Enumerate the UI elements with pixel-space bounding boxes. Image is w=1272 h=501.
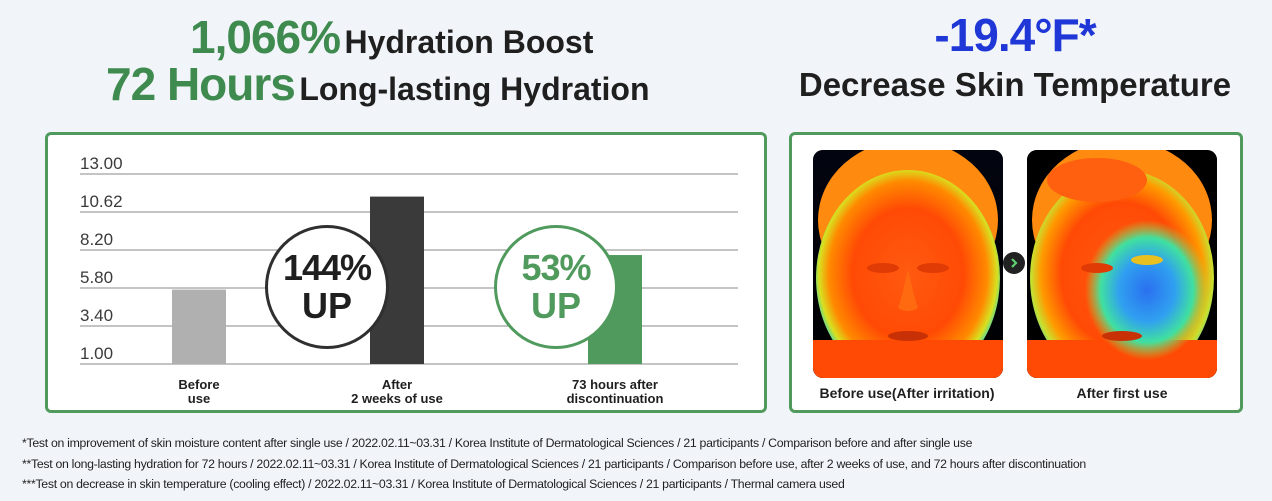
- x-category-label: After: [382, 377, 412, 392]
- temperature-value: -19.4°F*: [934, 9, 1096, 61]
- x-category-label: discontinuation: [567, 391, 664, 406]
- y-tick-label: 13.00: [80, 154, 123, 173]
- footnote-1: *Test on improvement of skin moisture co…: [22, 436, 973, 450]
- badge-53-up-label: UP: [530, 285, 581, 326]
- arrow-right-icon: [1003, 252, 1025, 274]
- x-category-label: Before: [178, 377, 219, 392]
- hydration-chart-panel: 13.00 10.62 8.20 5.80 3.40 1.00 Before use After…: [45, 132, 767, 413]
- thermal-image-before: [813, 150, 1003, 378]
- y-tick-label: 10.62: [80, 192, 123, 211]
- caption-before-use: Before use(After irritation): [819, 385, 995, 401]
- long-lasting-label: Long-lasting Hydration: [299, 71, 650, 107]
- y-tick-label: 5.80: [80, 268, 113, 287]
- temperature-label: Decrease Skin Temperature: [798, 66, 1232, 103]
- temperature-headline: -19.4°F* Decrease Skin Temperature: [780, 0, 1250, 120]
- badge-144-pct: 144%: [282, 247, 372, 288]
- thermal-image-after: [1027, 150, 1217, 378]
- footnote-3: ***Test on decrease in skin temperature …: [22, 477, 845, 491]
- headline-long-lasting: 72 Hours Long-lasting Hydration: [106, 57, 650, 111]
- footnote-2: **Test on long-lasting hydration for 72 …: [22, 456, 1086, 471]
- badge-53-up: 53% UP: [494, 225, 618, 349]
- y-tick-label: 1.00: [80, 344, 113, 363]
- x-category-label: 2 weeks of use: [351, 391, 443, 406]
- y-tick-label: 3.40: [80, 306, 113, 325]
- thermal-photo-panel: Before use(After irritation) After first…: [789, 132, 1243, 413]
- badge-144-up-label: UP: [301, 285, 352, 326]
- y-tick-label: 8.20: [80, 230, 113, 249]
- hydration-boost-value: 1,066%: [190, 11, 341, 63]
- badge-53-pct: 53%: [521, 247, 591, 288]
- bar: [172, 289, 226, 364]
- x-category-label: 73 hours after: [572, 377, 658, 392]
- long-lasting-value: 72 Hours: [106, 58, 296, 110]
- x-category-label: use: [188, 391, 210, 406]
- footnotes: *Test on improvement of skin moisture co…: [22, 433, 1086, 495]
- badge-144-up: 144% UP: [265, 225, 389, 349]
- headline-hydration-boost: 1,066% Hydration Boost: [190, 10, 593, 64]
- caption-after-first-use: After first use: [1076, 385, 1168, 401]
- hydration-boost-label: Hydration Boost: [344, 24, 594, 60]
